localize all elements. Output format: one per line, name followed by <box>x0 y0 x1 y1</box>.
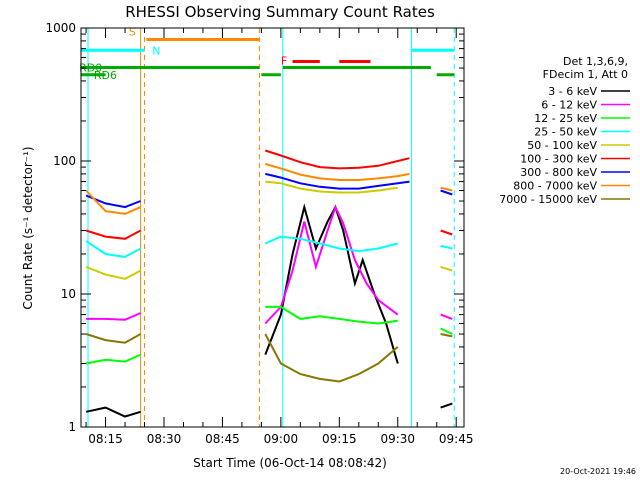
series-line-300-800-kev <box>265 172 410 190</box>
series-line-50-100-kev <box>85 265 142 280</box>
series-line-800-7000-kev <box>85 189 141 215</box>
series-line-25-50-kev <box>264 235 399 253</box>
series-line-300-800-kev <box>440 189 453 196</box>
status-tag-f: F <box>281 54 287 67</box>
x-tick-label: 09:15 <box>322 432 357 446</box>
series-line-6-12-kev <box>440 313 453 320</box>
y-tick-label: 1000 <box>45 21 76 35</box>
x-tick-label: 09:45 <box>439 432 474 446</box>
series-line-12-25-kev <box>265 305 398 325</box>
series-line-3-6-kev <box>264 203 399 364</box>
legend-entry-label: 12 - 25 keV <box>534 112 597 125</box>
status-tag-rd0: RD0 <box>79 61 102 74</box>
axes: 1 10 100 1000 08:15 08:30 08:45 09:00 09:15 09:30… <box>45 21 473 446</box>
y-tick-label: 10 <box>61 287 76 301</box>
series-line-3-6-kev <box>440 402 453 409</box>
series-line-3-6-kev <box>85 406 141 418</box>
legend-entry-label: 7000 - 15000 keV <box>499 193 597 206</box>
series-line-100-300-kev <box>85 229 142 240</box>
series-line-12-25-kev <box>440 327 453 335</box>
legend-entry-label: 100 - 300 keV <box>520 153 597 166</box>
legend-entry-label: 300 - 800 keV <box>520 166 597 179</box>
series-line-6-12-kev <box>86 312 141 321</box>
series-line-7000-15000-kev <box>440 333 453 338</box>
legend-header-detectors: Det 1,3,6,9, <box>563 55 628 68</box>
series-line-25-50-kev <box>440 244 453 250</box>
legend-header-decimation: FDecim 1, Att 0 <box>543 68 628 81</box>
status-tag-n: N <box>152 44 160 57</box>
x-tick-label: 08:15 <box>88 432 123 446</box>
x-axis-label: Start Time (06-Oct-14 08:08:42) <box>193 456 387 470</box>
legend-entry-label: 25 - 50 keV <box>534 126 597 139</box>
series-line-25-50-kev <box>85 240 142 258</box>
y-tick-label: 100 <box>53 154 76 168</box>
series-line-50-100-kev <box>440 265 453 272</box>
chart-title: RHESSI Observing Summary Count Rates <box>125 3 435 21</box>
legend: Det 1,3,6,9, FDecim 1, Att 0 3 - 6 keV6 … <box>499 55 630 206</box>
footer-date: 20-Oct-2021 19:46 <box>560 467 636 476</box>
series-line-12-25-kev <box>85 353 142 365</box>
x-tick-label: 09:00 <box>264 432 299 446</box>
x-tick-label: 08:30 <box>147 432 182 446</box>
x-tick-label: 09:30 <box>380 432 415 446</box>
y-axis-label: Count Rate (s⁻¹ detector⁻¹) <box>21 146 35 309</box>
y-tick-label: 1 <box>68 420 76 434</box>
plot-frame <box>80 27 465 428</box>
series-line-100-300-kev <box>264 149 410 170</box>
series-line-50-100-kev <box>265 180 398 194</box>
series-line-7000-15000-kev <box>85 333 142 344</box>
legend-entry-label: 6 - 12 keV <box>541 99 597 112</box>
x-tick-label: 08:45 <box>205 432 240 446</box>
legend-entry-label: 3 - 6 keV <box>548 85 597 98</box>
series-line-300-800-kev <box>85 194 141 209</box>
series-line-100-300-kev <box>440 229 453 236</box>
series-line-800-7000-kev <box>440 186 453 192</box>
series-line-800-7000-kev <box>265 163 410 181</box>
status-tag-s: S <box>129 25 136 38</box>
series-line-7000-15000-kev <box>264 333 399 383</box>
legend-entry-label: 800 - 7000 keV <box>513 180 597 193</box>
legend-entry-label: 50 - 100 keV <box>527 139 597 152</box>
series-line-6-12-kev <box>264 204 399 325</box>
status-tag-rd6: RD6 <box>94 69 117 82</box>
